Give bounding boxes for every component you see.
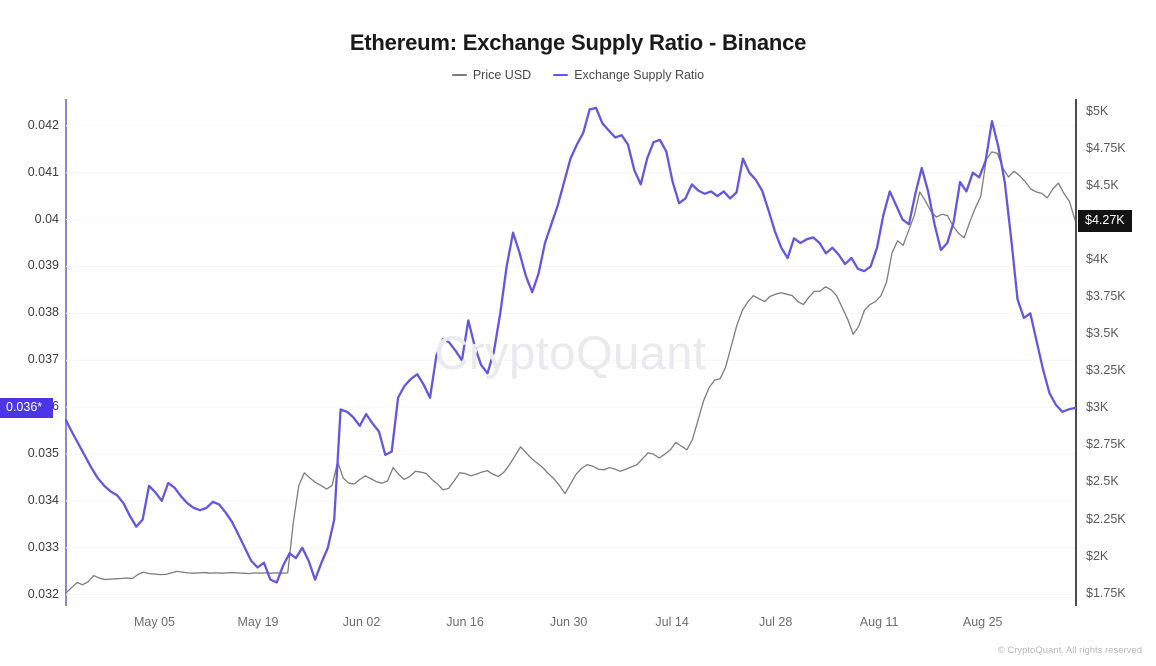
x-axis-tick: Jul 28 — [758, 615, 793, 629]
y-axis-right-tick: $3.5K — [1086, 326, 1119, 341]
y-axis-right-tick: $4.5K — [1086, 177, 1119, 192]
y-axis-left-tick: 0.041 — [27, 164, 59, 179]
y-axis-right-tick: $2.25K — [1086, 511, 1126, 526]
legend-swatch-exchange-supply-ratio — [553, 74, 569, 76]
gridlines — [66, 125, 1075, 596]
plot-area: CryptoQuant — [64, 100, 1077, 604]
x-axis-tick: May 19 — [237, 615, 279, 629]
y-axis-right-tick: $3K — [1086, 400, 1109, 415]
legend-label-price-usd: Price USD — [472, 68, 532, 82]
y-axis-left-tick: 0.039 — [27, 258, 59, 273]
copyright-footer: © CryptoQuant. All rights reserved — [997, 645, 1142, 656]
y-axis-right-tick: $5K — [1086, 103, 1109, 118]
chart-title: Ethereum: Exchange Supply Ratio - Binanc… — [349, 30, 807, 55]
y-axis-left-spine — [65, 99, 67, 606]
x-axis-tick: May 05 — [133, 615, 175, 629]
x-axis-tick: Jul 14 — [655, 615, 689, 629]
y-axis-left-tick: 0.037 — [27, 352, 59, 367]
y-axis-right-spine — [1075, 99, 1077, 606]
y-axis-left-tick: 0.034 — [27, 492, 59, 507]
chart-legend: Price USD Exchange Supply Ratio — [0, 68, 1156, 82]
y-axis-right-tick: $1.75K — [1086, 585, 1126, 600]
y-axis-left-tick: 0.033 — [27, 539, 59, 554]
x-axis-tick: Aug 11 — [859, 615, 899, 629]
x-axis-tick: Jun 02 — [342, 615, 381, 629]
legend-label-exchange-supply-ratio: Exchange Supply Ratio — [574, 68, 705, 82]
y-axis-left-tick: 0.032 — [27, 586, 59, 601]
y-axis-right-tick: $2.5K — [1086, 474, 1119, 489]
y-axis-left-tick: 0.035 — [27, 445, 59, 460]
current-ratio-badge: 0.036* — [0, 398, 53, 418]
y-axis-right-tick: $3.25K — [1086, 363, 1126, 378]
x-axis-tick: Aug 25 — [962, 615, 1003, 629]
y-axis-right-tick: $2K — [1086, 548, 1109, 563]
y-axis-right-tick: $4.75K — [1086, 140, 1126, 155]
y-axis-right-tick: $3.75K — [1086, 289, 1126, 304]
y-axis-left-tick: 0.04 — [34, 211, 59, 226]
y-axis-right-tick: $2.75K — [1086, 437, 1126, 452]
y-axis-left-tick: 0.042 — [27, 117, 59, 132]
current-price-badge: $4.27K — [1078, 210, 1132, 232]
x-axis-tick: Jun 30 — [549, 615, 588, 629]
y-axis-right-tick: $4K — [1086, 252, 1109, 267]
series-line-price-usd — [65, 151, 1076, 594]
legend-item-exchange-supply-ratio[interactable]: Exchange Supply Ratio — [553, 68, 704, 82]
y-axis-left-tick: 0.038 — [27, 305, 59, 320]
series-line-exchange-supply-ratio — [64, 106, 1077, 584]
plot-svg — [64, 106, 1077, 596]
x-axis-tick: Jun 16 — [446, 615, 484, 629]
legend-item-price-usd[interactable]: Price USD — [451, 68, 532, 82]
legend-swatch-price-usd — [451, 74, 467, 76]
